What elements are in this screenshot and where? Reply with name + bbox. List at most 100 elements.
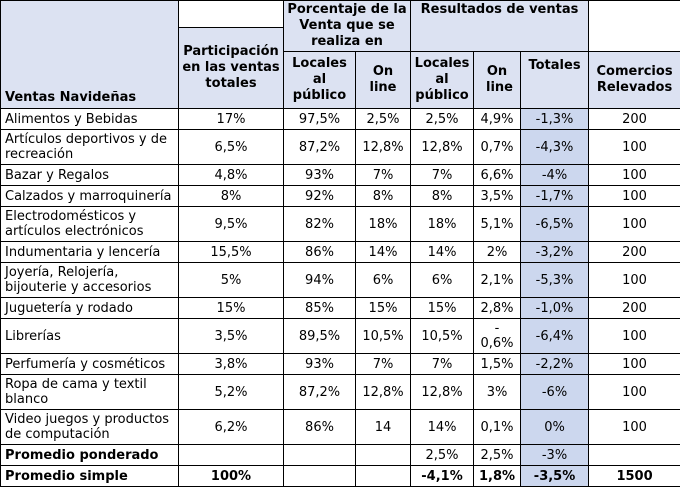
rv-locales-cell: -4,1%	[410, 465, 475, 487]
rv-locales-cell: 14%	[410, 409, 475, 445]
table-row: Promedio simple 100% -4,1% 1,8% -3,5% 1500	[0, 465, 680, 487]
row-label: Video juegos y productos de computación	[0, 409, 179, 445]
row-label: Bazar y Regalos	[0, 164, 179, 186]
totales-cell: -3,5%	[520, 465, 590, 487]
pv-locales-cell: 87,2%	[283, 129, 356, 165]
rv-online-cell: 1,8%	[473, 465, 522, 487]
table-row: Indumentaria y lencería 15,5% 86% 14% 14% 2% -…	[0, 241, 680, 263]
row-label: Juguetería y rodado	[0, 297, 179, 319]
pv-locales-cell: 86%	[283, 409, 356, 445]
table-row: Artículos deportivos y de recreación 6,5%…	[0, 129, 680, 165]
participacion-cell: 3,5%	[178, 318, 284, 354]
comercios-cell: 100	[588, 262, 680, 298]
totales-cell: -4,3%	[520, 129, 590, 165]
pv-locales-cell: 93%	[283, 353, 356, 375]
table-row: Bazar y Regalos 4,8% 93% 7% 7% 6,6% -4% 100	[0, 164, 680, 186]
table-row: Joyería, Relojería, bijouterie y accesor…	[0, 262, 680, 298]
pv-online-cell: 14	[354, 409, 412, 445]
table-row: Electrodomésticos y artículos electrónic…	[0, 206, 680, 242]
row-label: Indumentaria y lencería	[0, 241, 179, 263]
rv-online-cell: 0,7%	[473, 129, 522, 165]
rv-locales-cell: 7%	[410, 164, 475, 186]
participacion-cell: 100%	[178, 465, 284, 487]
pv-online-cell: 12,8%	[354, 129, 412, 165]
rv-online-cell: 2,1%	[473, 262, 522, 298]
rv-online-cell: 5,1%	[473, 206, 522, 242]
row-label: Ropa de cama y textil blanco	[0, 374, 179, 410]
rv-locales-cell: 15%	[410, 297, 475, 319]
column-header-participacion: Participación en las ventas totales	[178, 27, 284, 109]
pv-locales-cell: 87,2%	[283, 374, 356, 410]
totales-cell: -6%	[520, 374, 590, 410]
row-label: Promedio simple	[0, 465, 179, 487]
column-header-comercios: Comercios Relevados	[588, 51, 680, 109]
row-label: Promedio ponderado	[0, 444, 179, 466]
column-header-totales: Totales	[520, 51, 590, 109]
comercios-cell	[588, 444, 680, 466]
participacion-cell: 15,5%	[178, 241, 284, 263]
participacion-cell: 5%	[178, 262, 284, 298]
pv-locales-cell	[283, 444, 356, 466]
totales-cell: -1,7%	[520, 185, 590, 207]
participacion-cell	[178, 444, 284, 466]
participacion-cell: 6,5%	[178, 129, 284, 165]
pv-online-cell: 7%	[354, 164, 412, 186]
pv-locales-cell: 89,5%	[283, 318, 356, 354]
rv-online-cell: 0,1%	[473, 409, 522, 445]
pv-online-cell: 15%	[354, 297, 412, 319]
row-label: Librerías	[0, 318, 179, 354]
totales-cell: -4%	[520, 164, 590, 186]
pv-online-cell: 8%	[354, 185, 412, 207]
pv-online-cell	[354, 465, 412, 487]
table-row: Librerías 3,5% 89,5% 10,5% 10,5% - 0,6% -6,4% 1…	[0, 318, 680, 354]
pv-locales-cell: 82%	[283, 206, 356, 242]
rv-online-cell: 2,5%	[473, 444, 522, 466]
ventas-navidenas-table: Ventas Navideñas Porcentaje de la Venta …	[0, 0, 680, 487]
comercios-cell: 100	[588, 374, 680, 410]
group-header-porcentaje: Porcentaje de la Venta que se realiza en	[282, 0, 412, 52]
rv-online-cell: 2,8%	[473, 297, 522, 319]
comercios-cell: 100	[588, 409, 680, 445]
group-header-resultados: Resultados de ventas	[410, 0, 590, 52]
row-label: Artículos deportivos y de recreación	[0, 129, 179, 165]
row-label: Joyería, Relojería, bijouterie y accesor…	[0, 262, 179, 298]
totales-cell: -2,2%	[520, 353, 590, 375]
rv-locales-cell: 2,5%	[410, 108, 475, 130]
table-header: Ventas Navideñas Porcentaje de la Venta …	[0, 0, 680, 109]
comercios-cell: 200	[588, 297, 680, 319]
rv-locales-cell: 2,5%	[410, 444, 475, 466]
rv-locales-cell: 6%	[410, 262, 475, 298]
blank-header-cell	[178, 0, 284, 28]
pv-online-cell: 10,5%	[354, 318, 412, 354]
pv-online-cell: 2,5%	[354, 108, 412, 130]
table-row: Ropa de cama y textil blanco 5,2% 87,2% 12,…	[0, 374, 680, 410]
participacion-cell: 8%	[178, 185, 284, 207]
participacion-cell: 5,2%	[178, 374, 284, 410]
pv-locales-cell: 94%	[283, 262, 356, 298]
table-row: Calzados y marroquinería 8% 92% 8% 8% 3,5% -1,…	[0, 185, 680, 207]
pv-online-cell	[354, 444, 412, 466]
column-header-ventas-navidenas: Ventas Navideñas	[0, 0, 179, 109]
rv-online-cell: 4,9%	[473, 108, 522, 130]
pv-online-cell: 7%	[354, 353, 412, 375]
comercios-cell: 100	[588, 185, 680, 207]
rv-online-cell: 6,6%	[473, 164, 522, 186]
pv-locales-cell: 93%	[283, 164, 356, 186]
participacion-cell: 3,8%	[178, 353, 284, 375]
blank-header-cell	[588, 0, 680, 52]
participacion-cell: 6,2%	[178, 409, 284, 445]
pv-locales-cell: 92%	[283, 185, 356, 207]
participacion-cell: 15%	[178, 297, 284, 319]
pv-locales-cell: 86%	[283, 241, 356, 263]
participacion-cell: 4,8%	[178, 164, 284, 186]
table-row: Video juegos y productos de computación 6…	[0, 409, 680, 445]
row-label: Perfumería y cosméticos	[0, 353, 179, 375]
table-row: Juguetería y rodado 15% 85% 15% 15% 2,8% -1,0%…	[0, 297, 680, 319]
rv-locales-cell: 12,8%	[410, 129, 475, 165]
totales-cell: -1,0%	[520, 297, 590, 319]
rv-online-cell: 2%	[473, 241, 522, 263]
comercios-cell: 100	[588, 353, 680, 375]
rv-locales-cell: 7%	[410, 353, 475, 375]
table-row: Promedio ponderado 2,5% 2,5% -3%	[0, 444, 680, 466]
pv-locales-cell	[283, 465, 356, 487]
